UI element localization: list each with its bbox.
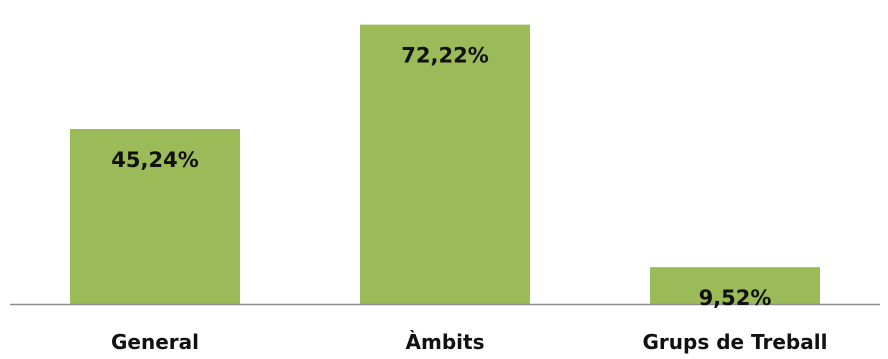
category-label-2: Grups de Treball	[643, 330, 828, 354]
bars-group	[70, 24, 820, 305]
category-label-1: Àmbits	[406, 330, 485, 354]
data-label-0: 45,24%	[111, 148, 198, 172]
labels-group: 45,24% General 72,22% Àmbits 9,52% Grups de T…	[111, 44, 827, 354]
category-label-0: General	[111, 330, 199, 354]
data-label-2: 9,52%	[699, 286, 772, 310]
bar-1	[360, 24, 530, 305]
bar-0	[70, 128, 240, 304]
data-label-1: 72,22%	[401, 44, 488, 68]
bar-2	[650, 267, 820, 304]
